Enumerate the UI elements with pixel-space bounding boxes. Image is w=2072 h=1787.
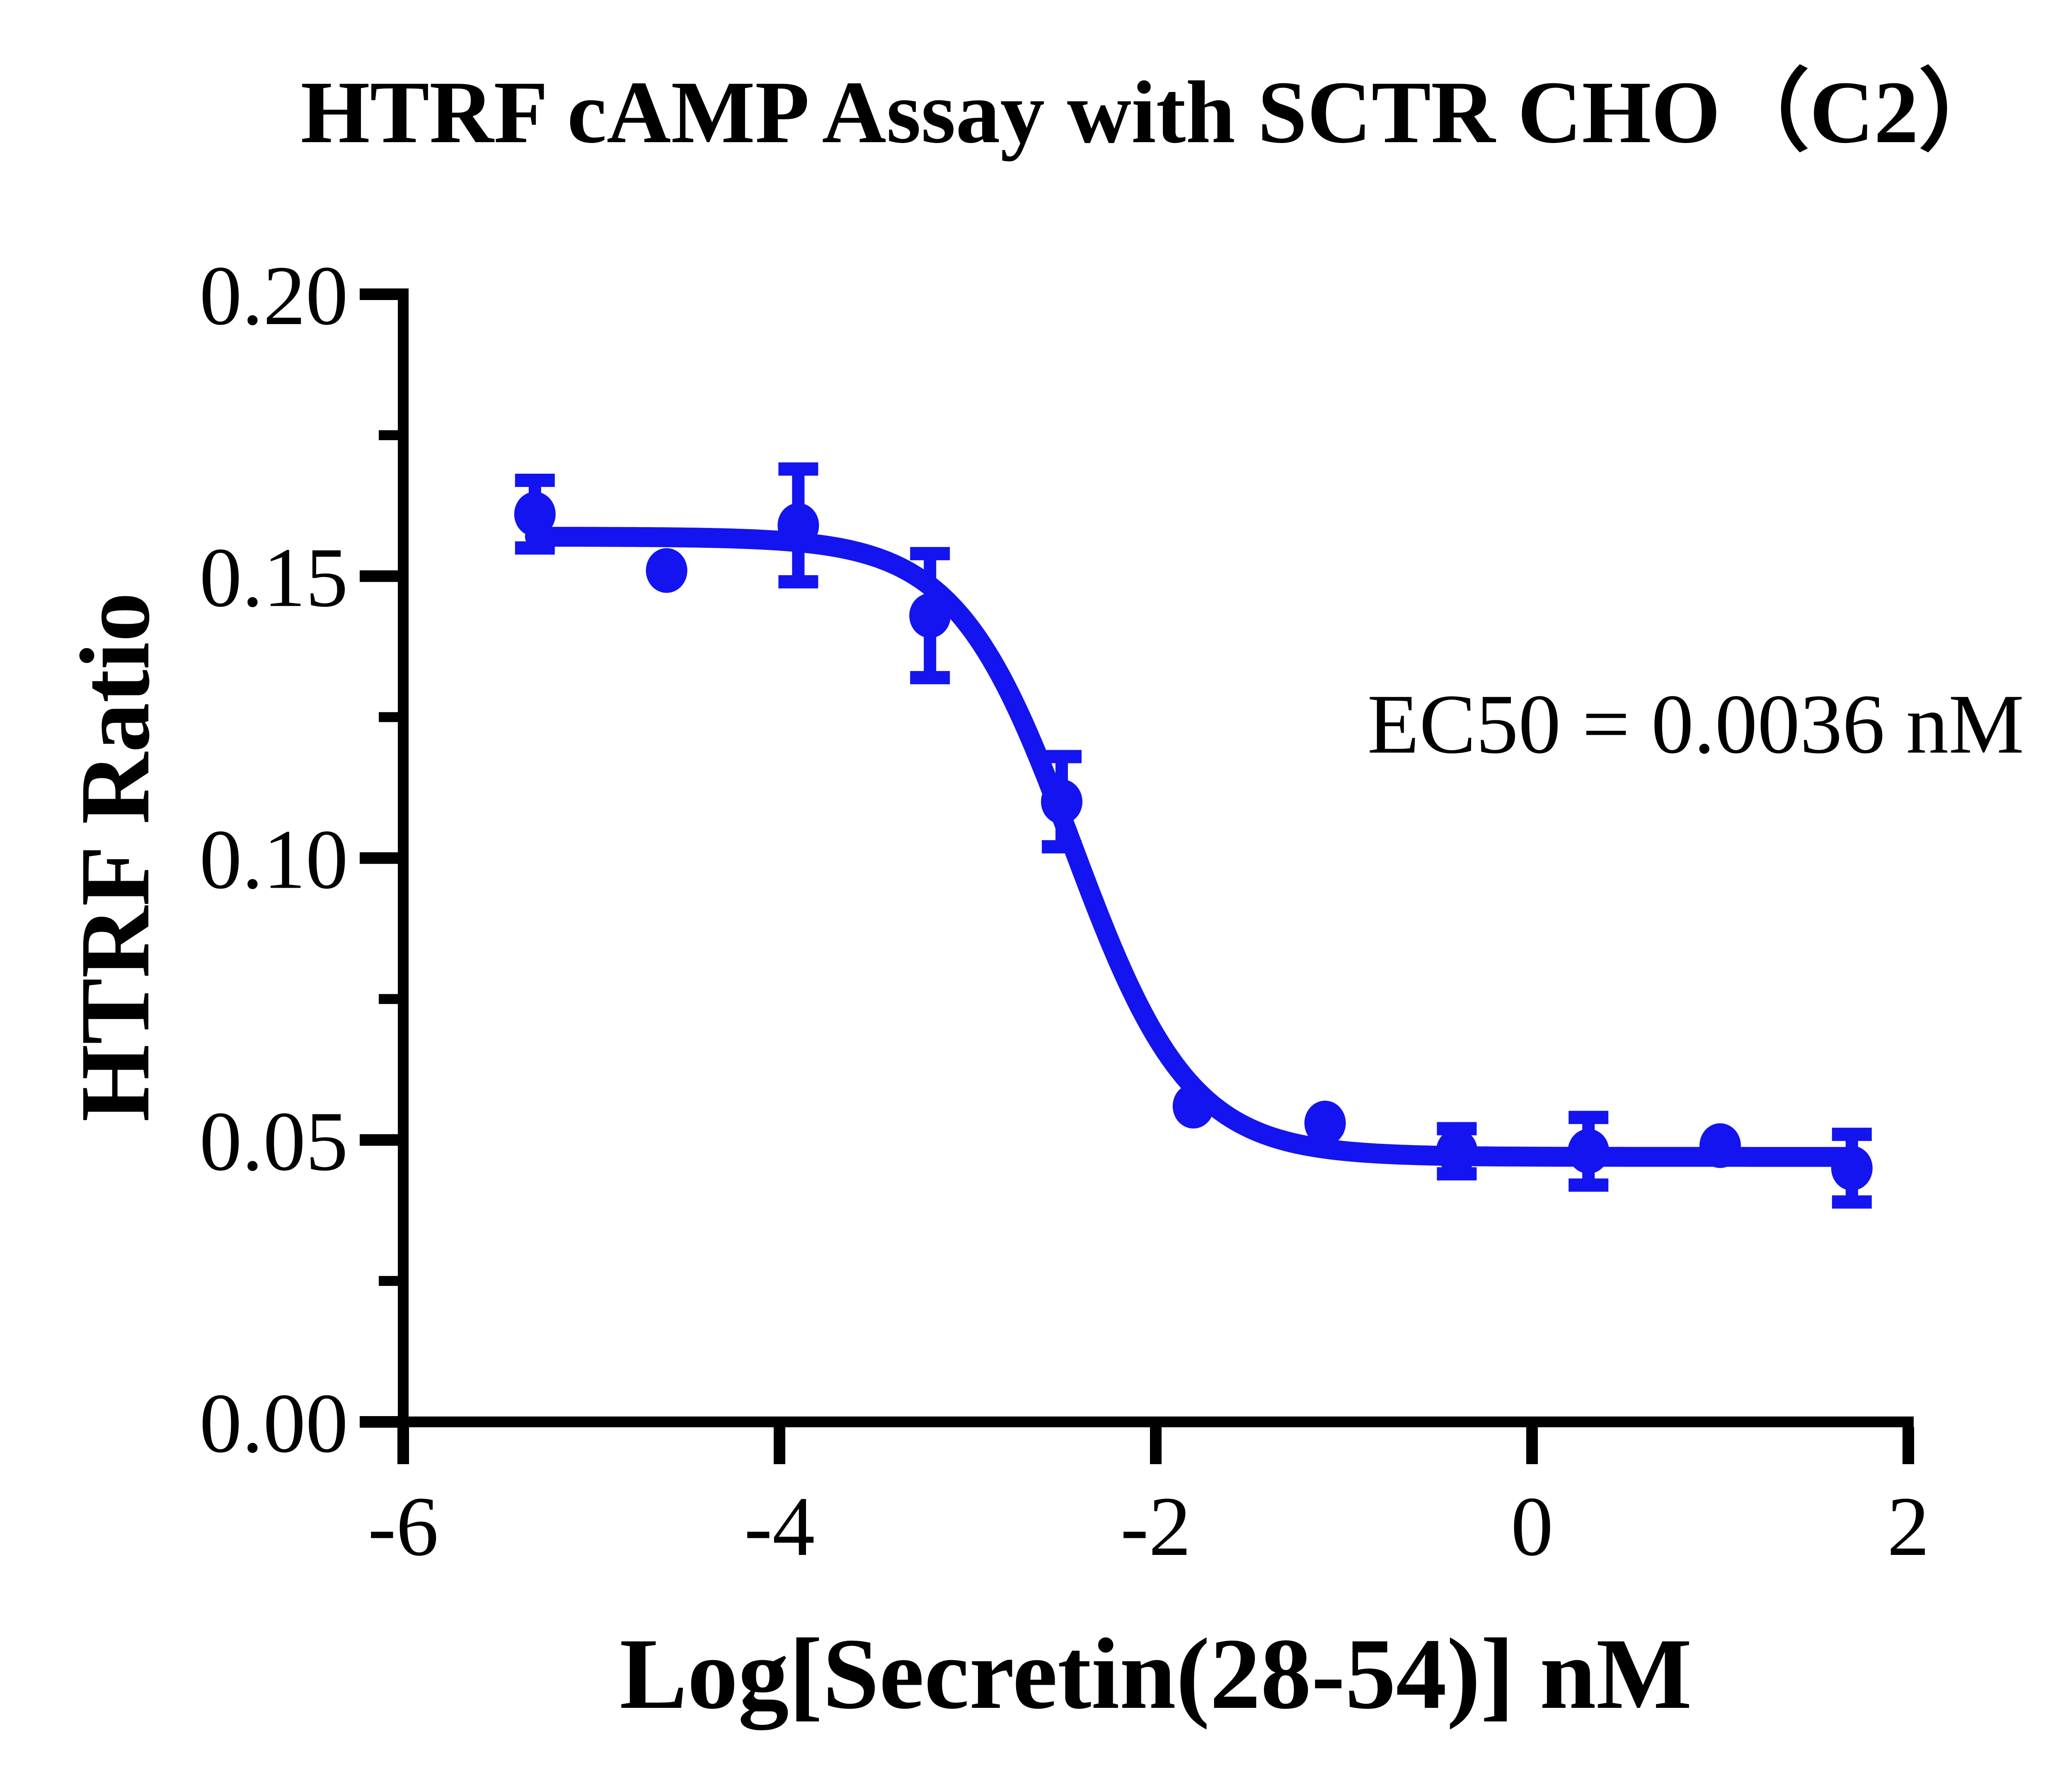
ec50-annotation: EC50 = 0.0036 nM bbox=[1368, 677, 2024, 771]
axes: 0.00 0.05 0.10 0.15 0.20 -6 -4 -2 0 2 bbox=[199, 249, 1929, 1574]
data-point bbox=[1831, 1145, 1873, 1191]
chart-title: HTRF cAMP Assay with SCTR CHO（C2） bbox=[300, 63, 2007, 162]
data-point bbox=[777, 503, 819, 548]
data-point bbox=[1436, 1128, 1478, 1174]
data-point bbox=[1172, 1084, 1214, 1129]
x-tick-label: -2 bbox=[1121, 1479, 1191, 1574]
x-axis-title: Log[Secretin(28-54)] nM bbox=[620, 1618, 1692, 1730]
x-tick-label: -6 bbox=[368, 1479, 439, 1574]
y-tick-label: 0.15 bbox=[199, 530, 348, 625]
data-point bbox=[1304, 1100, 1346, 1145]
y-tick-label: 0.20 bbox=[199, 249, 348, 343]
data-point bbox=[909, 593, 951, 638]
y-tick-label: 0.10 bbox=[199, 813, 348, 907]
x-tick-label: -4 bbox=[744, 1479, 815, 1574]
plot-area bbox=[514, 462, 1873, 1209]
data-point bbox=[1699, 1123, 1741, 1168]
data-point bbox=[1568, 1128, 1610, 1174]
data-point bbox=[646, 548, 687, 593]
y-axis-title: HTRF Ratio bbox=[60, 592, 170, 1122]
data-point bbox=[514, 492, 556, 537]
data-point bbox=[1041, 779, 1082, 824]
x-tick-label: 0 bbox=[1511, 1479, 1554, 1574]
y-tick-label: 0.05 bbox=[199, 1094, 348, 1189]
y-tick-label: 0.00 bbox=[199, 1376, 348, 1470]
x-tick-label: 2 bbox=[1887, 1479, 1930, 1574]
